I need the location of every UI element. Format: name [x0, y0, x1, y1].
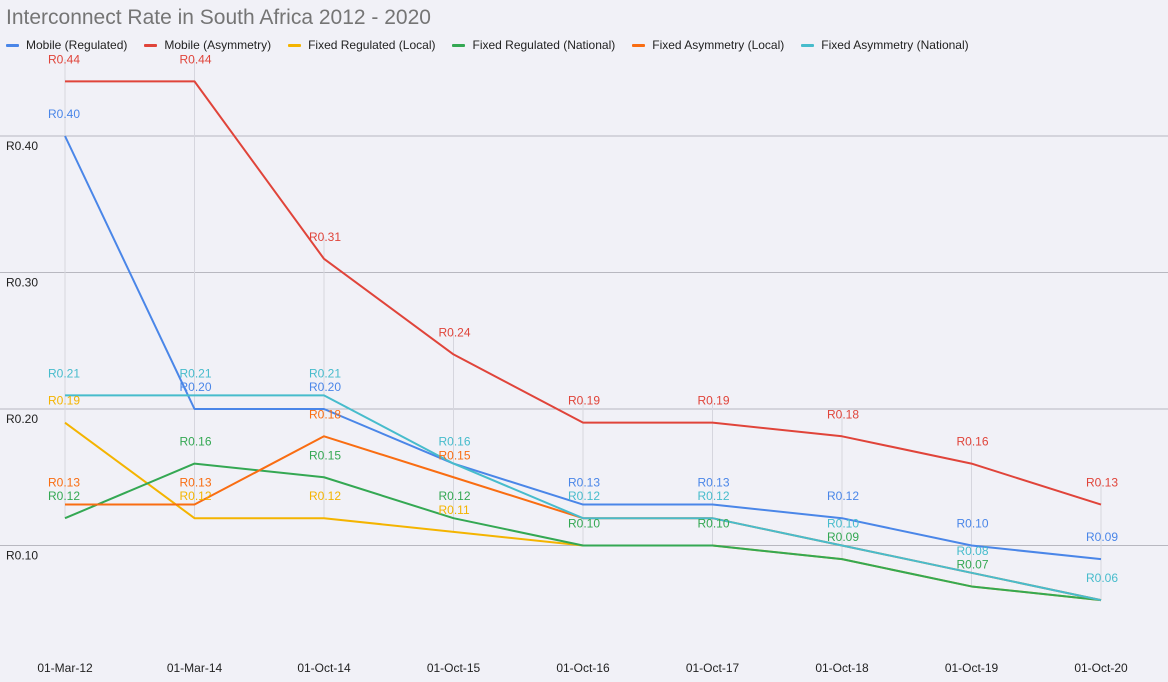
legend-label: Fixed Asymmetry (National): [821, 38, 969, 52]
data-label: R0.31: [309, 230, 341, 244]
data-label: R0.19: [48, 394, 80, 408]
data-label: R0.24: [439, 325, 471, 339]
data-label: R0.10: [827, 517, 859, 531]
y-tick-label: R0.10: [6, 549, 38, 563]
data-label: R0.13: [568, 476, 600, 490]
data-label: R0.06: [1086, 571, 1118, 585]
x-tick-label: 01-Oct-14: [297, 661, 351, 675]
series-line-fixed-asymmetry-national[interactable]: [65, 394, 1102, 602]
x-axis: 01-Mar-12 01-Mar-14 01-Oct-14 01-Oct-15 01-O…: [37, 661, 1128, 675]
y-tick-label: R0.40: [6, 139, 38, 153]
data-label: R0.12: [827, 489, 859, 503]
legend-label: Mobile (Regulated): [26, 38, 128, 52]
data-label: R0.21: [48, 366, 80, 380]
data-label: R0.18: [309, 407, 341, 421]
data-label: R0.12: [568, 489, 600, 503]
y-tick-label: R0.20: [6, 412, 38, 426]
legend-swatch: [288, 43, 302, 47]
legend-label: Mobile (Asymmetry): [164, 38, 272, 52]
data-label: R0.19: [568, 394, 600, 408]
x-tick-label: 01-Oct-17: [686, 661, 740, 675]
y-axis: R0.10 R0.20 R0.30 R0.40: [6, 139, 38, 563]
data-label: R0.21: [309, 366, 341, 380]
data-label: R0.16: [957, 435, 989, 449]
chart-title: Interconnect Rate in South Africa 2012 -…: [6, 6, 431, 29]
data-label: R0.12: [48, 489, 80, 503]
data-label: R0.21: [180, 366, 212, 380]
legend-item-mobile-regulated[interactable]: Mobile (Regulated): [6, 38, 127, 52]
data-label: R0.11: [439, 503, 470, 517]
data-label: R0.12: [180, 489, 212, 503]
legend-label: Fixed Regulated (Local): [308, 38, 436, 52]
data-label: R0.13: [180, 476, 212, 490]
data-label: R0.13: [1086, 476, 1118, 490]
legend-item-fixed-regulated-national[interactable]: Fixed Regulated (National): [452, 38, 615, 52]
data-label: R0.44: [48, 52, 80, 66]
data-label: R0.40: [48, 107, 80, 121]
data-label: R0.10: [957, 517, 989, 531]
data-label: R0.13: [698, 476, 730, 490]
data-label: R0.08: [957, 544, 989, 558]
legend-item-fixed-regulated-local[interactable]: Fixed Regulated (Local): [288, 38, 435, 52]
legend-swatch: [144, 43, 158, 47]
x-tick-label: 01-Oct-20: [1074, 661, 1128, 675]
series-line-mobile-asymmetry[interactable]: [65, 80, 1102, 506]
data-label: R0.16: [439, 435, 471, 449]
legend-swatch: [6, 43, 19, 47]
series-line-fixed-regulated-national[interactable]: [64, 462, 1102, 602]
legend[interactable]: Mobile (Regulated) Mobile (Asymmetry) Fixe…: [6, 37, 986, 53]
x-tick-label: 01-Oct-19: [945, 661, 999, 675]
x-tick-label: 01-Oct-16: [556, 661, 610, 675]
data-label: R0.16: [180, 435, 212, 449]
legend-item-mobile-asymmetry[interactable]: Mobile (Asymmetry): [144, 38, 271, 52]
y-tick-label: R0.30: [6, 276, 38, 290]
legend-swatch: [801, 43, 815, 47]
data-label: R0.15: [309, 448, 341, 462]
x-tick-label: 01-Oct-15: [427, 661, 481, 675]
legend-swatch: [452, 43, 466, 47]
series-lines: [64, 80, 1102, 602]
data-label: R0.07: [957, 557, 989, 571]
data-label: R0.13: [48, 476, 80, 490]
data-label: R0.15: [439, 448, 471, 462]
label-guides: [64, 59, 1102, 601]
data-label: R0.10: [698, 517, 730, 531]
data-label: R0.10: [568, 517, 600, 531]
data-label: R0.12: [439, 489, 471, 503]
data-label: R0.09: [827, 530, 859, 544]
x-tick-label: 01-Mar-12: [37, 661, 93, 675]
data-label: R0.20: [309, 380, 341, 394]
series-line-mobile-regulated[interactable]: [64, 135, 1102, 561]
x-tick-label: 01-Oct-18: [815, 661, 869, 675]
data-label: R0.19: [698, 394, 730, 408]
data-label: R0.12: [698, 489, 730, 503]
legend-swatch: [632, 43, 646, 47]
legend-label: Fixed Regulated (National): [472, 38, 616, 52]
data-label: R0.44: [180, 52, 212, 66]
data-label: R0.20: [180, 380, 212, 394]
data-label: R0.12: [309, 489, 341, 503]
data-label: R0.18: [827, 407, 859, 421]
legend-item-fixed-asymmetry-local[interactable]: Fixed Asymmetry (Local): [632, 38, 784, 52]
x-tick-label: 01-Mar-14: [167, 661, 223, 675]
legend-label: Fixed Asymmetry (Local): [652, 38, 785, 52]
data-label: R0.09: [1086, 530, 1118, 544]
legend-item-fixed-asymmetry-national[interactable]: Fixed Asymmetry (National): [801, 38, 969, 52]
